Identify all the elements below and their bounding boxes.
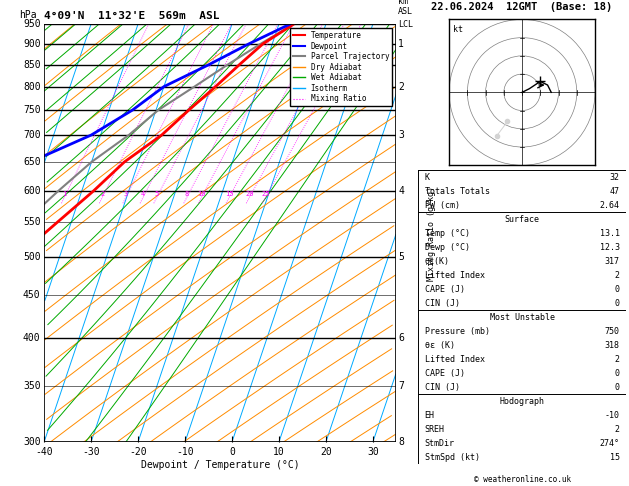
Text: 4: 4 (141, 191, 145, 197)
Text: © weatheronline.co.uk: © weatheronline.co.uk (474, 474, 571, 484)
Text: 0: 0 (615, 382, 620, 392)
Text: 20: 20 (245, 191, 254, 197)
Text: StmDir: StmDir (425, 439, 455, 448)
Text: 750: 750 (23, 105, 40, 115)
Text: SREH: SREH (425, 425, 445, 434)
Text: km
ASL: km ASL (398, 0, 413, 16)
Text: 300: 300 (23, 437, 40, 447)
Text: θε (K): θε (K) (425, 341, 455, 349)
Text: 0: 0 (615, 298, 620, 308)
Text: 2: 2 (398, 82, 404, 92)
Text: 0: 0 (615, 368, 620, 378)
Text: Most Unstable: Most Unstable (489, 312, 555, 322)
Text: 32: 32 (610, 173, 620, 182)
Text: Surface: Surface (504, 215, 540, 224)
Text: 15: 15 (610, 452, 620, 462)
Text: 15: 15 (225, 191, 233, 197)
Legend: Temperature, Dewpoint, Parcel Trajectory, Dry Adiabat, Wet Adiabat, Isotherm, Mi: Temperature, Dewpoint, Parcel Trajectory… (290, 28, 392, 106)
Text: 47: 47 (610, 187, 620, 195)
Text: Pressure (mb): Pressure (mb) (425, 327, 489, 336)
Text: Totals Totals: Totals Totals (425, 187, 489, 195)
Text: 900: 900 (23, 39, 40, 49)
Text: 8: 8 (398, 437, 404, 447)
Text: 1: 1 (398, 39, 404, 49)
Text: Temp (°C): Temp (°C) (425, 228, 469, 238)
Text: 950: 950 (23, 19, 40, 29)
Text: LCL: LCL (398, 20, 413, 29)
Text: EH: EH (425, 411, 435, 419)
Text: Hodograph: Hodograph (499, 397, 545, 406)
Text: 700: 700 (23, 130, 40, 140)
Text: 550: 550 (23, 217, 40, 227)
Text: 25: 25 (262, 191, 270, 197)
Text: 2: 2 (615, 271, 620, 279)
Text: 1: 1 (62, 191, 67, 197)
Text: -10: -10 (604, 411, 620, 419)
Text: 317: 317 (604, 257, 620, 266)
Text: 5: 5 (155, 191, 159, 197)
Text: 318: 318 (604, 341, 620, 349)
Text: 400: 400 (23, 333, 40, 343)
Text: Mixing Ratio (g/kg): Mixing Ratio (g/kg) (427, 186, 436, 281)
Text: kt: kt (453, 25, 463, 34)
Text: 650: 650 (23, 157, 40, 167)
Text: 3: 3 (124, 191, 128, 197)
Text: 4°09'N  11°32'E  569m  ASL: 4°09'N 11°32'E 569m ASL (44, 11, 220, 21)
Text: 750: 750 (604, 327, 620, 336)
Text: CAPE (J): CAPE (J) (425, 368, 464, 378)
Text: 4: 4 (398, 186, 404, 196)
Text: 10: 10 (198, 191, 206, 197)
Text: 850: 850 (23, 60, 40, 69)
Text: 800: 800 (23, 82, 40, 92)
Text: 350: 350 (23, 382, 40, 391)
Text: 2: 2 (615, 425, 620, 434)
Text: 5: 5 (398, 252, 404, 262)
Text: CIN (J): CIN (J) (425, 382, 460, 392)
Text: CAPE (J): CAPE (J) (425, 285, 464, 294)
Text: θε(K): θε(K) (425, 257, 450, 266)
Text: Lifted Index: Lifted Index (425, 355, 484, 364)
Text: 12.3: 12.3 (599, 243, 620, 252)
X-axis label: Dewpoint / Temperature (°C): Dewpoint / Temperature (°C) (141, 460, 299, 470)
Text: Dewp (°C): Dewp (°C) (425, 243, 469, 252)
Text: hPa: hPa (19, 10, 37, 20)
Text: 0: 0 (615, 285, 620, 294)
Text: Lifted Index: Lifted Index (425, 271, 484, 279)
Text: 600: 600 (23, 186, 40, 196)
Text: 22.06.2024  12GMT  (Base: 18): 22.06.2024 12GMT (Base: 18) (431, 2, 613, 12)
Text: 450: 450 (23, 290, 40, 300)
Text: 2: 2 (615, 355, 620, 364)
Text: StmSpd (kt): StmSpd (kt) (425, 452, 479, 462)
Text: 6: 6 (398, 333, 404, 343)
Text: 8: 8 (185, 191, 189, 197)
Text: 3: 3 (398, 130, 404, 140)
Text: 2: 2 (101, 191, 104, 197)
Text: 274°: 274° (599, 439, 620, 448)
Text: PW (cm): PW (cm) (425, 201, 460, 209)
Text: 7: 7 (398, 382, 404, 391)
Text: CIN (J): CIN (J) (425, 298, 460, 308)
Text: 13.1: 13.1 (599, 228, 620, 238)
Text: 2.64: 2.64 (599, 201, 620, 209)
Text: 500: 500 (23, 252, 40, 262)
Text: K: K (425, 173, 430, 182)
